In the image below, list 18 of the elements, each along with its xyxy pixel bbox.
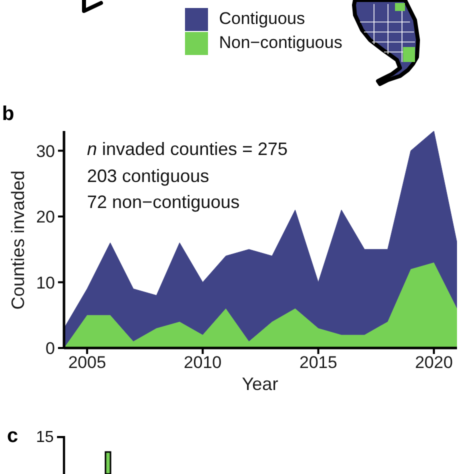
legend-label: Non−contiguous bbox=[219, 33, 342, 53]
chart-title: b bbox=[2, 103, 14, 125]
legend-label: Contiguous bbox=[219, 9, 306, 29]
y-tick-label: 0 bbox=[46, 339, 55, 358]
x-tick-label: 2010 bbox=[184, 353, 222, 372]
x-tick-label: 2020 bbox=[414, 353, 453, 372]
y-tick-label: 20 bbox=[36, 208, 55, 227]
annotation: 72 non−contiguous bbox=[87, 191, 240, 213]
annotation: 203 contiguous bbox=[87, 164, 210, 186]
x-tick-label: 2015 bbox=[299, 353, 338, 372]
text: 15 bbox=[36, 428, 54, 448]
y-axis-title: Counties invaded bbox=[7, 169, 29, 312]
annotation: n invaded counties = 275 bbox=[87, 139, 288, 159]
x-tick-label: 2005 bbox=[68, 353, 106, 372]
text: c bbox=[7, 425, 18, 447]
y-tick-label: 10 bbox=[36, 273, 55, 292]
y-tick-label: 30 bbox=[36, 142, 55, 161]
x-axis-title: Year bbox=[240, 373, 280, 395]
